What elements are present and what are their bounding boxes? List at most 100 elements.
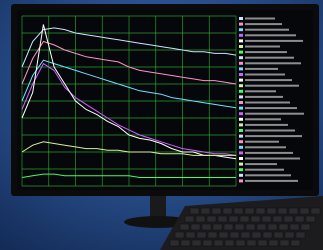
key [306,216,315,222]
legend-swatch [239,45,243,48]
legend-text [245,68,278,70]
key [290,224,299,230]
legend-text [245,46,280,48]
page: {"chart_data": { "type": "line", "x": [0… [0,0,323,250]
scene [0,0,323,250]
legend-swatch [239,135,243,138]
legend-swatch [239,34,243,37]
legend-text [245,107,297,109]
legend-swatch [239,129,243,132]
key [278,208,287,214]
legend-swatch [239,107,243,110]
key [190,208,199,214]
legend-swatch [239,62,243,65]
key [241,232,250,238]
legend-swatch [239,17,243,20]
key [240,216,249,222]
legend-text [245,34,296,36]
key [230,232,239,238]
key [284,216,293,222]
key [274,232,283,238]
legend-text [245,40,303,42]
key [280,240,289,246]
legend-swatch [239,90,243,93]
key [203,240,212,246]
key [285,232,294,238]
key [311,208,320,214]
key [219,232,228,238]
legend-text [245,163,277,165]
legend-swatch [239,28,243,31]
legend-swatch [239,179,243,182]
key [289,208,298,214]
key [214,240,223,246]
legend-swatch [239,112,243,115]
key [185,216,194,222]
legend-text [245,113,304,115]
key [207,216,216,222]
legend-swatch [239,51,243,54]
key [269,240,278,246]
key [192,240,201,246]
legend-text [245,180,298,182]
key [213,224,222,230]
key [170,240,179,246]
legend-text [245,118,281,120]
legend-swatch [239,79,243,82]
legend-text [245,18,275,20]
key [229,216,238,222]
monitor-neck [150,193,166,217]
screen [17,10,313,190]
key [218,216,227,222]
key [257,224,266,230]
key [175,232,184,238]
legend-text [245,74,285,76]
key [251,216,260,222]
legend-text [245,102,290,104]
legend-swatch [239,174,243,177]
key [268,224,277,230]
legend-swatch [239,140,243,143]
legend-text [245,51,287,53]
key [186,232,195,238]
legend-swatch [239,168,243,171]
key [247,240,256,246]
key [234,208,243,214]
legend-text [245,57,294,59]
key [267,208,276,214]
key [296,232,305,238]
key [295,216,304,222]
legend-swatch [239,23,243,26]
legend-swatch [239,118,243,121]
key [197,232,206,238]
key [300,208,309,214]
key [235,224,244,230]
legend-swatch [239,163,243,166]
legend-swatch [239,67,243,70]
legend-swatch [239,157,243,160]
key [201,208,210,214]
key [262,216,271,222]
key [208,232,217,238]
legend-text [245,96,283,98]
key [236,240,245,246]
legend-text [245,79,292,81]
legend-text [245,62,301,64]
legend-text [245,152,293,154]
key [291,240,300,246]
key [224,224,233,230]
key [225,240,234,246]
legend-text [245,158,300,160]
key [252,232,261,238]
key [245,208,254,214]
legend-swatch [239,123,243,126]
key [279,224,288,230]
legend-swatch [239,39,243,42]
legend-text [245,29,289,31]
legend-swatch [239,73,243,76]
key [301,224,310,230]
legend-text [245,174,291,176]
legend-swatch [239,84,243,87]
legend-swatch [239,101,243,104]
key [181,240,190,246]
